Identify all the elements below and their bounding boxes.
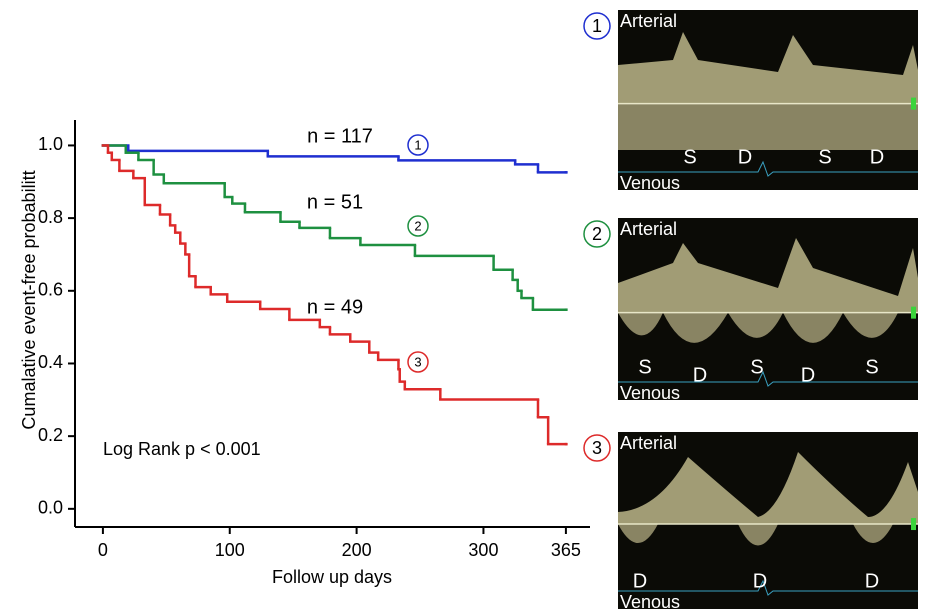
venous-label: Venous xyxy=(620,173,680,193)
wave-label: D xyxy=(870,146,884,168)
y-tick-label: 0.6 xyxy=(38,280,63,300)
y-tick-label: 0.4 xyxy=(38,352,63,372)
panel-number: 1 xyxy=(592,16,602,36)
series-n-label: n = 49 xyxy=(307,296,363,318)
y-axis-label: Cumalative event-free probabilitt xyxy=(19,170,39,429)
annotation: Log Rank p < 0.001 xyxy=(103,439,261,459)
panel-number: 2 xyxy=(592,224,602,244)
arterial-label: Arterial xyxy=(620,433,677,453)
x-axis-label: Follow up days xyxy=(272,567,392,587)
venous-label: Venous xyxy=(620,592,680,611)
wave-label: S xyxy=(683,146,696,168)
scale-marker xyxy=(911,98,916,110)
x-tick-label: 365 xyxy=(551,540,581,560)
series-n-label: n = 51 xyxy=(307,191,363,213)
venous-wave xyxy=(618,104,918,150)
wave-label: S xyxy=(818,146,831,168)
panel-number: 3 xyxy=(592,438,602,458)
scale-marker xyxy=(911,307,916,319)
x-tick-label: 100 xyxy=(215,540,245,560)
x-tick-label: 0 xyxy=(98,540,108,560)
arterial-label: Arterial xyxy=(620,11,677,31)
series-n-label: n = 117 xyxy=(307,125,373,147)
arterial-label: Arterial xyxy=(620,219,677,239)
wave-label: D xyxy=(633,570,647,592)
wave-label: S xyxy=(638,356,651,378)
wave-label: D xyxy=(693,364,707,386)
x-tick-label: 300 xyxy=(468,540,498,560)
y-tick-label: 0.0 xyxy=(38,498,63,518)
scale-marker xyxy=(911,518,916,530)
wave-label: D xyxy=(865,570,879,592)
wave-label: S xyxy=(865,356,878,378)
series-name: 2 xyxy=(414,218,421,233)
series-name: 1 xyxy=(414,137,421,152)
wave-label: D xyxy=(738,146,752,168)
doppler-panel: Arterial Venous S D S D S xyxy=(618,218,918,403)
wave-label: D xyxy=(801,364,815,386)
y-tick-label: 1.0 xyxy=(38,134,63,154)
series-name: 3 xyxy=(414,354,421,369)
wave-label: S xyxy=(750,356,763,378)
figure: Cumalative event-free probabilitt Follow… xyxy=(0,0,936,611)
y-tick-label: 0.8 xyxy=(38,207,63,227)
y-tick-label: 0.2 xyxy=(38,425,63,445)
venous-label: Venous xyxy=(620,383,680,403)
x-tick-label: 200 xyxy=(342,540,372,560)
wave-label: D xyxy=(753,570,767,592)
